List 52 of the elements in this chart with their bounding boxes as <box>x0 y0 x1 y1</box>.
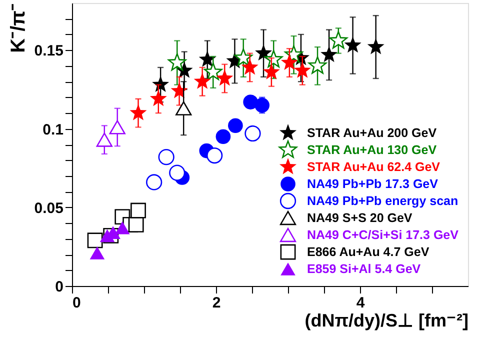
point <box>130 202 146 218</box>
legend-label: NA49 S+S 20 GeV <box>307 211 413 225</box>
point <box>228 118 243 134</box>
point <box>169 164 186 181</box>
legend-label: STAR Au+Au 130 GeV <box>307 143 438 157</box>
x-tick-label: 4 <box>356 294 366 312</box>
y-axis-title: K⁻/π⁻ <box>7 4 30 53</box>
point <box>206 147 223 164</box>
point <box>90 246 105 260</box>
point <box>168 53 186 71</box>
point <box>344 36 362 53</box>
point <box>158 149 174 166</box>
y-tick-label: 0 <box>55 278 64 296</box>
point <box>130 104 147 120</box>
legend-label: STAR Au+Au 62.4 GeV <box>307 160 441 174</box>
legend-label: NA49 Pb+Pb 17.3 GeV <box>307 177 439 191</box>
x-tick-label: 2 <box>212 294 221 312</box>
legend-label: STAR Au+Au 200 GeV <box>307 126 438 140</box>
point <box>216 70 234 86</box>
legend-label: E859 Si+Al 5.4 GeV <box>307 262 422 276</box>
point <box>367 38 384 54</box>
point <box>109 120 126 134</box>
point <box>150 90 167 106</box>
point <box>96 132 112 147</box>
y-tick-label: 0.1 <box>42 121 64 138</box>
point <box>308 56 327 74</box>
point <box>262 63 280 80</box>
point <box>198 50 216 67</box>
point <box>329 31 348 49</box>
point <box>176 101 192 116</box>
point <box>128 216 144 232</box>
point <box>244 125 261 142</box>
y-tick-label: 0.15 <box>34 42 64 60</box>
legend-label: E866 Au+Au 4.7 GeV <box>307 245 430 259</box>
point <box>254 98 270 113</box>
point <box>320 46 338 62</box>
point <box>280 54 298 70</box>
legend-label: NA49 Pb+Pb energy scan <box>307 194 458 208</box>
point <box>241 58 258 75</box>
point <box>146 174 162 190</box>
point <box>114 221 130 234</box>
point <box>204 62 222 80</box>
point <box>170 82 188 98</box>
point <box>194 72 211 89</box>
point <box>216 129 231 144</box>
point <box>234 48 253 66</box>
y-tick-label: 0.05 <box>34 200 64 217</box>
x-axis-title: (dNπ/dy)/S⊥ [fm⁻²] <box>304 310 468 330</box>
x-tick-label: 0 <box>72 294 81 312</box>
point <box>294 62 311 78</box>
legend-label: NA49 C+C/Si+Si 17.3 GeV <box>307 228 460 242</box>
point <box>87 232 103 248</box>
